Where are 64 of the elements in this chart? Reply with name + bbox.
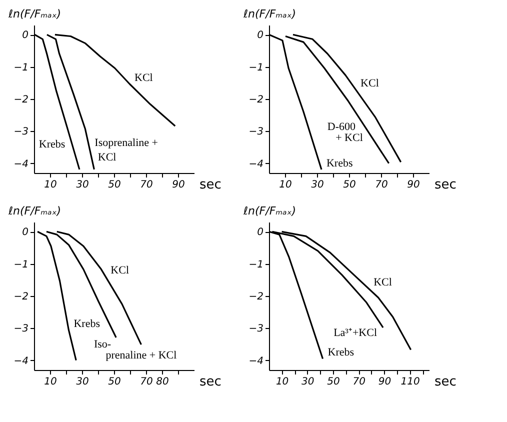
annotation: KCl: [98, 151, 116, 164]
x-tick-label: 10: [279, 180, 292, 190]
y-tick-label: −3: [14, 324, 28, 335]
x-tick-label: 70: [140, 180, 153, 190]
annotation: KCl: [374, 276, 392, 289]
x-tick-label: 10: [44, 376, 57, 388]
y-tick-label: −2: [14, 292, 28, 302]
y-tick-label: 0: [257, 227, 264, 238]
x-tick-label: 10: [44, 180, 57, 190]
y-tick-label: −1: [248, 259, 264, 270]
x-tick-label: 70: [375, 180, 388, 190]
x-tick-label: 80: [156, 376, 169, 388]
annotation: Krebs: [38, 138, 66, 151]
annotation: La³⁺+KCl: [334, 326, 378, 339]
annotation: Isoprenaline +: [94, 137, 158, 150]
x-tick-label: 90: [407, 180, 420, 190]
y-tick-label: −1: [248, 62, 264, 74]
x-tick-label: 50: [108, 180, 121, 190]
x-tick-label: 90: [378, 376, 392, 388]
y-tick-label: −2: [248, 94, 264, 106]
y-tick-label: −4: [14, 356, 28, 367]
y-tick-label: −4: [14, 158, 28, 170]
annotation: KCl: [360, 77, 379, 90]
x-tick-label: 110: [400, 376, 420, 388]
x-axis-title: sec: [200, 374, 222, 390]
annotation: Krebs: [326, 157, 353, 170]
y-axis-title: ℓn(F/Fₘₐₓ): [8, 8, 62, 20]
y-tick-label: 0: [257, 30, 264, 42]
annotation: Iso-: [94, 338, 112, 351]
x-tick-label: 70: [140, 376, 153, 388]
x-tick-label: 50: [343, 180, 356, 190]
y-axis-title: ℓn(F/Fₘₐₓ): [242, 204, 296, 218]
annotation: Krebs: [328, 346, 354, 359]
y-tick-label: −3: [248, 324, 264, 335]
annotation: + KCl: [336, 132, 363, 144]
x-axis-title: sec: [200, 178, 222, 192]
x-tick-label: 70: [352, 376, 366, 388]
x-tick-label: 90: [172, 180, 185, 190]
x-axis-title: sec: [434, 178, 456, 192]
y-tick-label: −3: [14, 126, 28, 138]
y-axis-title: ℓn(F/Fₘₐₓ): [8, 204, 62, 218]
y-tick-label: −2: [14, 94, 28, 106]
x-axis-title: sec: [434, 374, 456, 390]
annotation: KCl: [110, 264, 130, 277]
annotation: Krebs: [74, 318, 100, 330]
x-tick-label: 50: [327, 376, 340, 388]
annotation: KCl: [134, 72, 153, 84]
y-tick-label: −1: [14, 62, 28, 74]
y-axis-title: ℓn(F/Fₘₐₓ): [242, 8, 296, 20]
y-tick-label: 0: [22, 30, 28, 42]
x-tick-label: 10: [276, 376, 289, 388]
x-tick-label: 30: [76, 376, 89, 388]
y-tick-label: −2: [248, 292, 264, 302]
x-tick-label: 50: [108, 376, 121, 388]
x-tick-label: 30: [311, 180, 324, 190]
y-tick-label: −1: [14, 259, 28, 270]
y-tick-label: −4: [248, 356, 264, 367]
annotation: prenaline + KCl: [106, 350, 177, 362]
y-tick-label: −4: [248, 158, 264, 170]
x-tick-label: 30: [76, 180, 89, 190]
y-tick-label: −3: [248, 126, 264, 138]
x-tick-label: 30: [302, 376, 314, 388]
y-tick-label: 0: [22, 227, 28, 238]
annotation: D-600: [327, 120, 356, 133]
